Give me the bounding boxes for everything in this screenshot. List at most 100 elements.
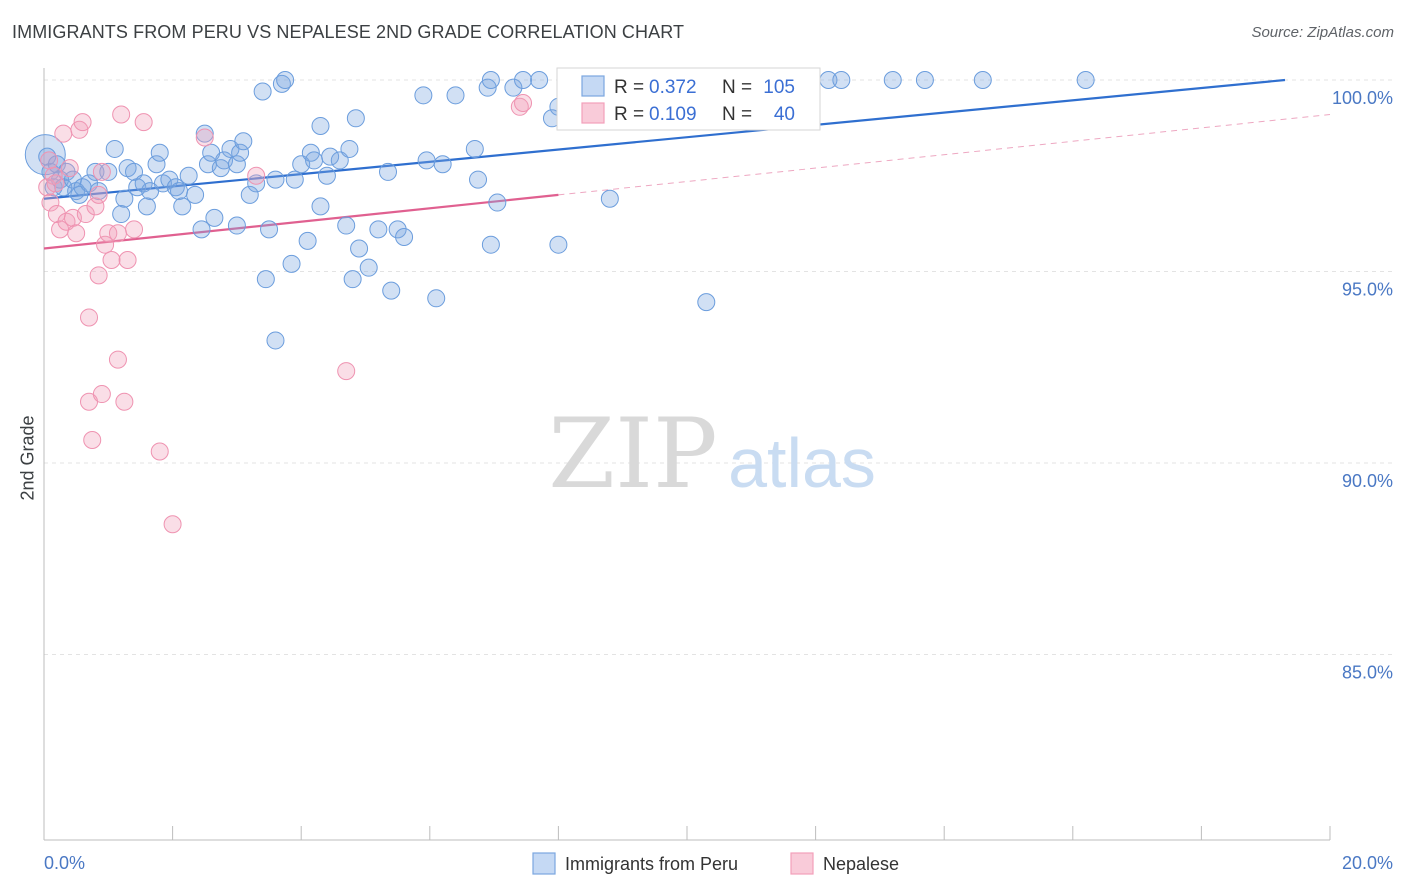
point-peru-64 bbox=[330, 151, 349, 170]
point-nepalese-37 bbox=[514, 93, 533, 112]
point-peru-88 bbox=[514, 71, 533, 89]
point-nepalese-0 bbox=[38, 178, 57, 197]
point-peru-43 bbox=[231, 143, 250, 162]
watermark: ZIP atlas bbox=[548, 398, 876, 510]
point-nepalese-34 bbox=[247, 166, 266, 185]
trend-lines bbox=[43, 78, 1331, 250]
trend-line-peru bbox=[43, 78, 1286, 200]
point-nepalese-25 bbox=[108, 224, 127, 243]
point-peru-75 bbox=[395, 228, 414, 247]
series-legend-label-nepalese[interactable]: Nepalese bbox=[823, 854, 899, 874]
trend-line-nepalese bbox=[43, 193, 559, 250]
point-peru-11 bbox=[80, 174, 99, 193]
point-peru-22 bbox=[137, 197, 156, 216]
point-peru-53 bbox=[276, 71, 295, 89]
y-tick-labels: 100.0% 95.0% 90.0% 85.0% bbox=[1332, 88, 1393, 683]
point-nepalese-29 bbox=[125, 220, 144, 239]
point-peru-60 bbox=[311, 197, 330, 216]
series-legend: Immigrants from Peru Nepalese bbox=[532, 852, 899, 875]
point-peru-82 bbox=[469, 170, 488, 189]
point-nepalese-23 bbox=[102, 251, 121, 270]
point-peru-67 bbox=[343, 270, 362, 289]
point-peru-78 bbox=[427, 289, 446, 308]
watermark-atlas: atlas bbox=[728, 424, 876, 502]
point-peru-47 bbox=[253, 82, 272, 101]
point-peru-99 bbox=[883, 71, 902, 89]
legend-r-value-1: 0.372 bbox=[649, 77, 697, 98]
point-peru-49 bbox=[260, 220, 279, 239]
point-peru-21 bbox=[134, 174, 153, 193]
point-nepalese-30 bbox=[134, 113, 153, 132]
point-nepalese-26 bbox=[112, 105, 131, 124]
point-peru-61 bbox=[311, 116, 330, 135]
legend-swatch-nepalese bbox=[581, 102, 605, 124]
point-peru-15 bbox=[105, 139, 124, 158]
point-peru-46 bbox=[247, 174, 266, 193]
point-peru-89 bbox=[530, 71, 549, 89]
point-peru-32 bbox=[186, 185, 205, 204]
legend-r-label-2: R = bbox=[614, 104, 644, 125]
point-peru-59 bbox=[305, 151, 324, 170]
x-tick-labels: 0.0% 20.0% bbox=[44, 853, 1393, 873]
point-nepalese-31 bbox=[150, 442, 169, 461]
point-peru-84 bbox=[481, 71, 500, 89]
data-points bbox=[24, 71, 1095, 534]
point-peru-17 bbox=[115, 189, 134, 208]
point-peru-50 bbox=[266, 170, 285, 189]
series-legend-label-peru[interactable]: Immigrants from Peru bbox=[565, 854, 738, 874]
point-peru-76 bbox=[414, 86, 433, 105]
point-peru-73 bbox=[382, 281, 401, 300]
point-peru-86 bbox=[488, 193, 507, 212]
point-nepalese-32 bbox=[163, 515, 182, 534]
point-peru-14 bbox=[99, 162, 118, 181]
y-tick-label-1: 95.0% bbox=[1342, 280, 1393, 300]
point-peru-42 bbox=[227, 216, 246, 235]
point-peru-29 bbox=[170, 182, 189, 201]
point-peru-44 bbox=[234, 132, 253, 151]
point-peru-27 bbox=[160, 170, 179, 189]
point-peru-77 bbox=[417, 151, 436, 170]
y-tick-label-2: 90.0% bbox=[1342, 471, 1393, 491]
point-peru-51 bbox=[266, 331, 285, 350]
watermark-zip: ZIP bbox=[548, 398, 717, 510]
point-peru-81 bbox=[465, 139, 484, 158]
point-nepalese-18 bbox=[89, 185, 108, 204]
point-peru-12 bbox=[86, 162, 105, 181]
point-peru-37 bbox=[205, 208, 224, 227]
point-peru-48 bbox=[256, 270, 275, 289]
point-peru-93 bbox=[600, 189, 619, 208]
series-legend-swatch-nepalese[interactable] bbox=[790, 852, 814, 875]
point-nepalese-33 bbox=[195, 128, 214, 147]
point-peru-100 bbox=[915, 71, 934, 89]
gridlines bbox=[44, 79, 1395, 655]
legend-swatch-peru bbox=[581, 75, 605, 97]
legend-n-value-1: 105 bbox=[763, 77, 795, 98]
point-nepalese-20 bbox=[92, 162, 111, 181]
series-legend-swatch-peru[interactable] bbox=[532, 852, 556, 875]
y-tick-label-0: 100.0% bbox=[1332, 88, 1393, 108]
legend-n-label-2: N = bbox=[722, 104, 752, 125]
legend-r-value-2: 0.109 bbox=[649, 104, 697, 125]
source-label: Source: ZipAtlas.com bbox=[1251, 24, 1394, 41]
point-nepalese-22 bbox=[99, 224, 118, 243]
point-nepalese-28 bbox=[118, 251, 137, 270]
point-nepalese-35 bbox=[337, 362, 356, 381]
legend-n-value-2: 40 bbox=[774, 104, 795, 125]
legend-n-label-1: N = bbox=[722, 77, 752, 98]
point-peru-45 bbox=[240, 185, 259, 204]
point-nepalese-19 bbox=[92, 385, 111, 404]
point-peru-65 bbox=[337, 216, 356, 235]
point-peru-68 bbox=[346, 109, 365, 128]
y-tick-label-3: 85.0% bbox=[1342, 663, 1393, 683]
trend-line-nepalese-extension bbox=[558, 113, 1331, 196]
point-peru-91 bbox=[549, 235, 568, 254]
point-nepalese-27 bbox=[115, 392, 134, 411]
x-tick-label-1: 20.0% bbox=[1342, 853, 1393, 873]
point-peru-25 bbox=[150, 143, 169, 162]
point-nepalese-14 bbox=[80, 308, 99, 327]
point-peru-41 bbox=[227, 155, 246, 174]
point-peru-79 bbox=[433, 155, 452, 174]
x-tick-label-0: 0.0% bbox=[44, 853, 85, 873]
stats-legend: R = 0.372 N = 105 R = 0.109 N = 40 bbox=[556, 67, 821, 131]
